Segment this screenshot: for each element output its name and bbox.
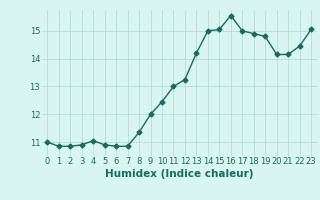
X-axis label: Humidex (Indice chaleur): Humidex (Indice chaleur) bbox=[105, 169, 253, 179]
